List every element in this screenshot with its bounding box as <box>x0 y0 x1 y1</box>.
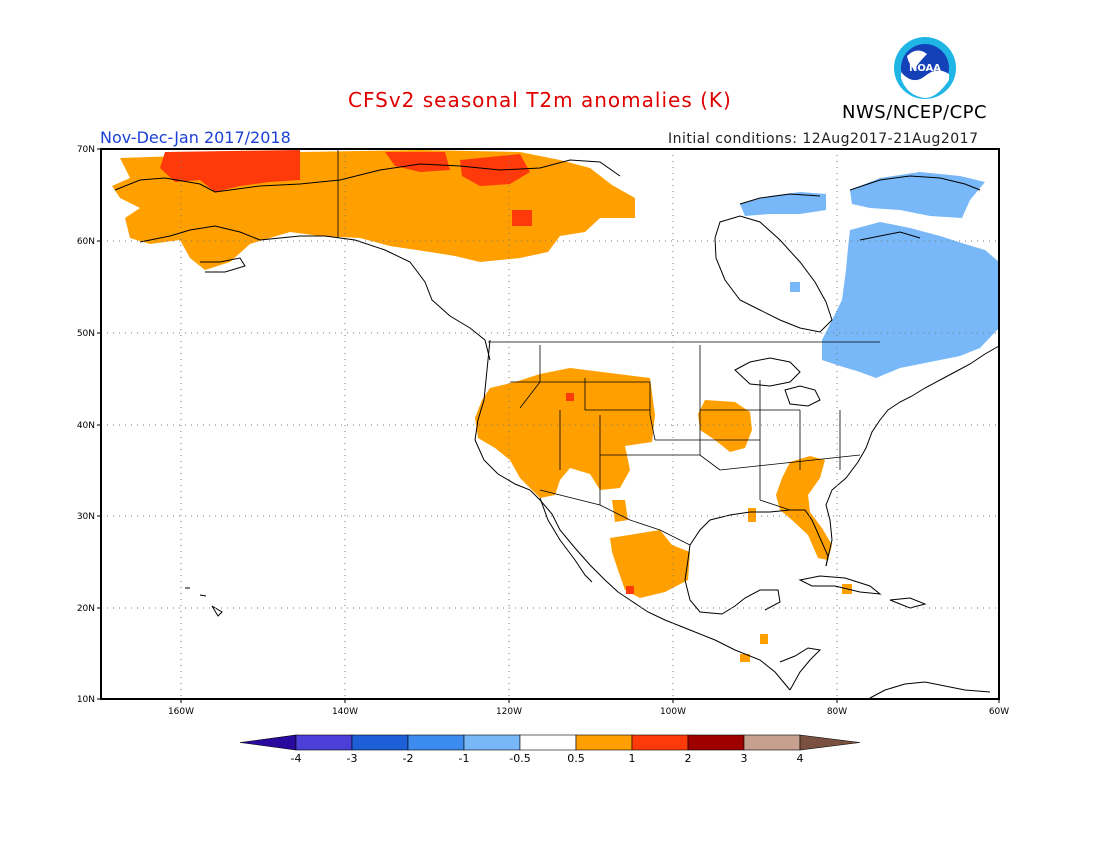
coastlines <box>114 159 1000 699</box>
longitude-labels: 160W 140W 120W 100W 80W 60W <box>168 707 1009 717</box>
lat-label: 30N <box>77 512 95 522</box>
colorbar-label: -0.5 <box>509 752 530 765</box>
lat-label: 20N <box>77 604 95 614</box>
colorbar-label: 1 <box>629 752 636 765</box>
map-frame <box>100 148 1000 700</box>
colorbar-label: -2 <box>403 752 414 765</box>
lat-label: 70N <box>77 145 95 155</box>
lon-label: 60W <box>989 707 1009 717</box>
map-title: CFSv2 seasonal T2m anomalies (K) <box>348 88 732 112</box>
political-borders <box>337 150 880 546</box>
colorbar-label: 2 <box>685 752 692 765</box>
colorbar-swatch <box>519 734 577 751</box>
cool-anomaly-region <box>740 172 999 378</box>
colorbar-swatch <box>743 734 801 751</box>
colorbar-labels: -4 -3 -2 -1 -0.5 0.5 1 2 3 4 <box>291 752 804 765</box>
colorbar-swatch <box>295 734 353 751</box>
colorbar-swatch <box>407 734 465 751</box>
lat-label: 50N <box>77 329 95 339</box>
latitude-labels: 70N 60N 50N 40N 30N 20N 10N <box>77 145 95 705</box>
colorbar-label: 0.5 <box>567 752 585 765</box>
lon-label: 140W <box>332 707 358 717</box>
colorbar-low-arrow <box>239 734 297 751</box>
lon-label: 160W <box>168 707 194 717</box>
agency-label: NWS/NCEP/CPC <box>842 102 988 123</box>
lon-label: 80W <box>827 707 847 717</box>
colorbar-swatch <box>351 734 409 751</box>
colorbar-label: 3 <box>741 752 748 765</box>
colorbar <box>239 734 861 751</box>
lat-label: 10N <box>77 695 95 705</box>
colorbar-label: -3 <box>347 752 358 765</box>
colorbar-swatch <box>575 734 633 751</box>
axis-ticks <box>97 148 1000 703</box>
initial-conditions: Initial conditions: 12Aug2017-21Aug2017 <box>668 131 979 147</box>
colorbar-label: -1 <box>459 752 470 765</box>
strong-warm-anomaly-region <box>160 150 634 594</box>
lon-label: 100W <box>660 707 686 717</box>
noaa-logo: NOAA <box>894 37 956 99</box>
colorbar-swatch <box>463 734 521 751</box>
colorbar-label: -4 <box>291 752 302 765</box>
lat-label: 60N <box>77 237 95 247</box>
colorbar-swatch <box>631 734 689 751</box>
noaa-logo-text: NOAA <box>909 63 941 74</box>
lon-label: 120W <box>496 707 522 717</box>
colorbar-label: 4 <box>797 752 804 765</box>
forecast-period: Nov-Dec-Jan 2017/2018 <box>100 128 291 147</box>
colorbar-swatch <box>687 734 745 751</box>
lat-label: 40N <box>77 421 95 431</box>
colorbar-high-arrow <box>799 734 861 751</box>
